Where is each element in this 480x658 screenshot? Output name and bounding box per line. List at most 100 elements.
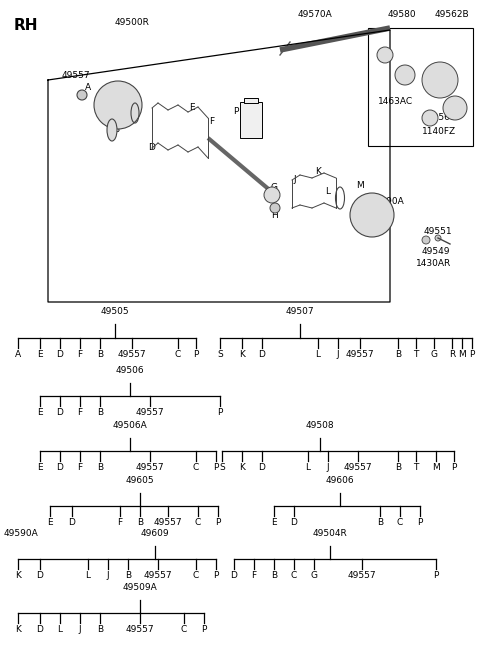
Text: B: B xyxy=(137,518,143,527)
Text: RH: RH xyxy=(14,18,38,33)
Circle shape xyxy=(377,47,393,63)
Text: B: B xyxy=(97,463,103,472)
Text: 49557: 49557 xyxy=(136,463,164,472)
Circle shape xyxy=(422,236,430,244)
Text: C: C xyxy=(193,463,199,472)
Text: P: P xyxy=(213,571,219,580)
Text: 49557: 49557 xyxy=(62,70,91,80)
Text: 49568: 49568 xyxy=(428,113,456,122)
Text: L: L xyxy=(325,188,331,197)
Circle shape xyxy=(94,81,142,129)
Text: 49549: 49549 xyxy=(422,247,451,257)
Text: D: D xyxy=(57,463,63,472)
Text: F: F xyxy=(77,408,83,417)
Text: G: G xyxy=(271,184,277,193)
Ellipse shape xyxy=(107,119,117,141)
Bar xyxy=(244,98,258,103)
Text: 1430AR: 1430AR xyxy=(416,259,451,268)
Text: C: C xyxy=(181,625,187,634)
Text: 49551: 49551 xyxy=(424,228,453,236)
Text: L: L xyxy=(58,625,62,634)
Text: 49557: 49557 xyxy=(136,408,164,417)
Text: F: F xyxy=(252,571,257,580)
Text: E: E xyxy=(37,463,43,472)
Text: B: B xyxy=(113,126,119,134)
Text: P: P xyxy=(417,518,423,527)
Text: K: K xyxy=(15,625,21,634)
Text: B: B xyxy=(97,408,103,417)
Text: B: B xyxy=(395,350,401,359)
Text: A: A xyxy=(85,84,91,93)
Text: D: D xyxy=(259,463,265,472)
Text: P: P xyxy=(217,408,223,417)
Circle shape xyxy=(350,193,394,237)
Text: C: C xyxy=(175,350,181,359)
Text: 49557: 49557 xyxy=(126,625,154,634)
Text: P: P xyxy=(451,463,456,472)
Text: D: D xyxy=(36,571,43,580)
Bar xyxy=(240,102,262,138)
Circle shape xyxy=(422,110,438,126)
Circle shape xyxy=(435,235,441,241)
Text: K: K xyxy=(315,168,321,176)
Text: 49557: 49557 xyxy=(154,518,182,527)
Text: P: P xyxy=(233,107,238,116)
Text: P: P xyxy=(201,625,207,634)
Text: B: B xyxy=(97,350,103,359)
Text: B: B xyxy=(395,463,401,472)
Text: D: D xyxy=(57,350,63,359)
Text: D: D xyxy=(230,571,238,580)
Text: L: L xyxy=(315,350,321,359)
Text: 49557: 49557 xyxy=(344,463,372,472)
Text: 49506A: 49506A xyxy=(113,421,147,430)
Text: 49557: 49557 xyxy=(118,350,146,359)
Text: C: C xyxy=(127,93,133,103)
Text: K: K xyxy=(239,463,245,472)
Text: K: K xyxy=(239,350,245,359)
Text: 49504R: 49504R xyxy=(312,529,348,538)
Text: 49500R: 49500R xyxy=(115,18,150,27)
Text: 49590A: 49590A xyxy=(370,197,405,207)
Text: J: J xyxy=(336,350,339,359)
Bar xyxy=(368,28,473,146)
Text: 1140FZ: 1140FZ xyxy=(422,128,456,136)
Text: 49590A: 49590A xyxy=(4,529,39,538)
Text: 49570A: 49570A xyxy=(298,10,332,19)
Text: D: D xyxy=(36,625,43,634)
Text: E: E xyxy=(37,408,43,417)
Text: G: G xyxy=(431,350,437,359)
Text: F: F xyxy=(118,518,122,527)
Text: A: A xyxy=(15,350,21,359)
Text: P: P xyxy=(216,518,221,527)
Text: 49605: 49605 xyxy=(126,476,154,485)
Text: 49606: 49606 xyxy=(326,476,354,485)
Text: 1463AC: 1463AC xyxy=(378,97,413,107)
Text: J: J xyxy=(107,571,109,580)
Text: P: P xyxy=(469,350,475,359)
Text: 49562B: 49562B xyxy=(435,10,469,19)
Text: T: T xyxy=(413,350,419,359)
Circle shape xyxy=(395,65,415,85)
Text: B: B xyxy=(377,518,383,527)
Text: 49557: 49557 xyxy=(346,350,374,359)
Text: 49557: 49557 xyxy=(348,571,376,580)
Text: 49509A: 49509A xyxy=(122,583,157,592)
Circle shape xyxy=(77,90,87,100)
Text: E: E xyxy=(189,103,195,113)
Text: B: B xyxy=(125,571,131,580)
Text: S: S xyxy=(219,463,225,472)
Text: D: D xyxy=(57,408,63,417)
Text: C: C xyxy=(193,571,199,580)
Text: E: E xyxy=(37,350,43,359)
Text: F: F xyxy=(209,118,215,126)
Text: E: E xyxy=(271,518,277,527)
Text: J: J xyxy=(327,463,329,472)
Text: 49557: 49557 xyxy=(144,571,172,580)
Text: P: P xyxy=(193,350,199,359)
Circle shape xyxy=(270,203,280,213)
Text: M: M xyxy=(356,180,364,190)
Text: 49506: 49506 xyxy=(116,366,144,375)
Text: E: E xyxy=(47,518,53,527)
Text: G: G xyxy=(311,571,317,580)
Text: 49505: 49505 xyxy=(101,307,129,316)
